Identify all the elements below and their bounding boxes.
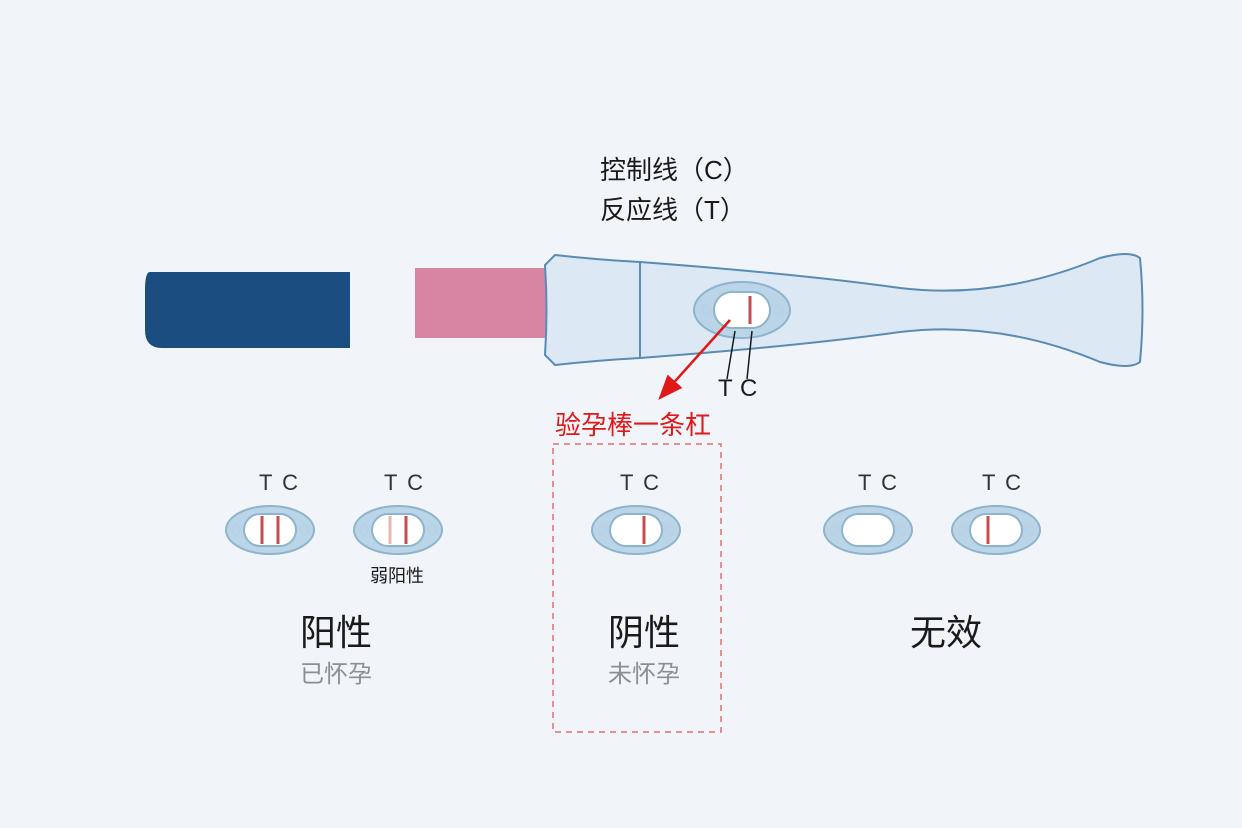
small-test-window bbox=[352, 505, 444, 555]
result-title: 阳性 bbox=[300, 604, 372, 656]
main-result-window bbox=[694, 282, 790, 338]
sublabel: 弱阳性 bbox=[370, 562, 424, 588]
result-title: 阴性 bbox=[608, 604, 680, 656]
small-test-window bbox=[224, 505, 316, 555]
result-subtitle: 未怀孕 bbox=[608, 654, 680, 689]
small-test-window bbox=[822, 505, 914, 555]
result-title: 无效 bbox=[910, 604, 982, 656]
main-c-letter: C bbox=[740, 375, 757, 403]
small-test-window bbox=[950, 505, 1042, 555]
tc-header: T C bbox=[858, 470, 899, 496]
test-stick bbox=[415, 268, 560, 338]
tc-header: T C bbox=[259, 470, 300, 496]
test-body bbox=[545, 254, 1143, 366]
tc-header: T C bbox=[982, 470, 1023, 496]
test-cap bbox=[145, 272, 350, 348]
tc-header: T C bbox=[620, 470, 661, 496]
main-t-letter: T bbox=[718, 375, 733, 403]
result-subtitle: 已怀孕 bbox=[300, 654, 372, 689]
small-test-window bbox=[590, 505, 682, 555]
highlight-label: 验孕棒一条杠 bbox=[555, 405, 711, 442]
tc-header: T C bbox=[384, 470, 425, 496]
